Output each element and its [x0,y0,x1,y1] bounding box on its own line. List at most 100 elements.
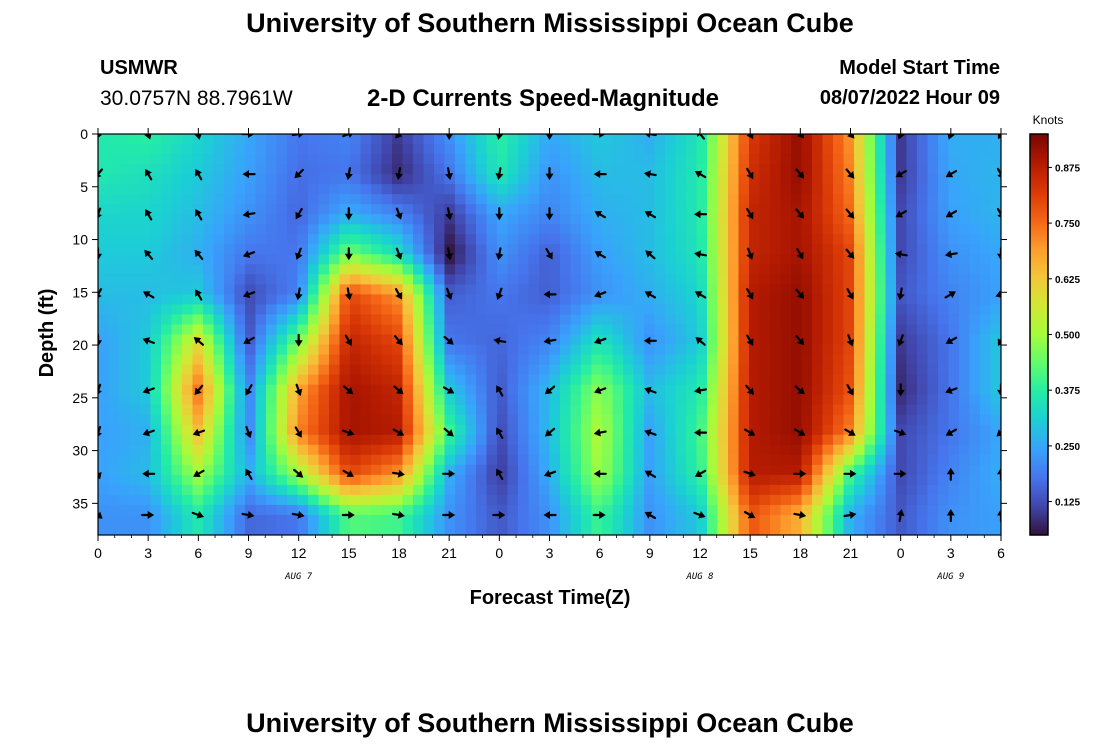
heatmap-cell [654,324,666,336]
colorbar: Knots 0.8750.7500.6250.5000.3750.2500.12… [1029,113,1080,536]
heatmap-cell [392,144,404,155]
heatmap-cell [465,504,477,516]
current-arrow [244,425,253,439]
heatmap-cell [822,374,834,386]
heatmap-cell [927,144,939,155]
heatmap-cell [476,464,488,476]
heatmap-cell [360,194,372,205]
heatmap-cell [843,254,855,265]
heatmap-cell [308,434,320,446]
heatmap-cell [927,334,939,346]
heatmap-cell [654,224,666,235]
heatmap-cell [350,464,362,476]
heatmap-cell [854,284,866,296]
heatmap-cell [707,164,719,175]
heatmap-cell [465,134,477,145]
heatmap-cell [801,474,813,486]
heatmap-cell [507,394,519,406]
heatmap-cell [665,314,677,326]
heatmap-cell [150,404,162,416]
heatmap-cell [917,304,929,316]
heatmap-cell [560,264,572,275]
heatmap-cell [948,224,960,235]
current-arrow [944,250,958,259]
heatmap-cell [182,234,194,245]
heatmap-cell [192,314,204,326]
heatmap-cell [287,154,299,165]
heatmap-cell [213,434,225,446]
heatmap-cell [371,234,383,245]
current-arrow [746,134,754,140]
heatmap-cell [948,454,960,466]
heatmap-cell [486,144,498,155]
heatmap-cell [486,164,498,175]
heatmap-cell [171,344,183,356]
heatmap-cell [675,224,687,235]
heatmap-cell [990,164,1001,175]
heatmap-cell [801,264,813,275]
heatmap-cell [822,314,834,326]
colorbar-ramp [1029,133,1049,536]
heatmap-cell [371,334,383,346]
heatmap-cell [749,504,761,516]
heatmap-cell [297,154,309,165]
heatmap-cell [129,404,141,416]
heatmap-cell [812,274,824,285]
heatmap-cell [476,334,488,346]
heatmap-cell [875,484,887,496]
heatmap-cell [759,314,771,326]
heatmap-cell [129,464,141,476]
heatmap-cell [759,454,771,466]
heatmap-cell [707,404,719,416]
heatmap-cell [990,244,1001,255]
heatmap-cell [927,434,939,446]
heatmap-cell [245,404,257,416]
heatmap-cell [140,314,152,326]
colorbar-tick-label: 0.500 [1055,331,1080,342]
heatmap-cell [245,444,257,456]
heatmap-cell [234,434,246,446]
heatmap-cell [98,434,110,446]
heatmap-cell [150,134,162,145]
current-arrow [746,247,754,260]
heatmap-cell [486,314,498,326]
heatmap-cell [276,364,288,376]
heatmap-cell [171,264,183,275]
heatmap-cell [927,474,939,486]
heatmap-cell [371,284,383,296]
heatmap-cell [843,464,855,476]
heatmap-cell [602,134,614,145]
heatmap-cell [959,344,971,356]
heatmap-cell [927,504,939,516]
heatmap-cell [318,434,330,446]
heatmap-cell [203,184,215,195]
heatmap-cell [329,514,341,526]
heatmap-cell [654,484,666,496]
heatmap-cell [434,404,446,416]
heatmap-cell [486,404,498,416]
heatmap-cell [633,364,645,376]
heatmap-cell [654,364,666,376]
heatmap-cell [759,394,771,406]
heatmap-cell [749,404,761,416]
heatmap-cell [990,324,1001,336]
heatmap-cell [612,514,624,526]
heatmap-cell [570,224,582,235]
heatmap-cell [381,404,393,416]
heatmap-cell [308,394,320,406]
heatmap-cell [507,354,519,366]
heatmap-cell [854,474,866,486]
heatmap-cell [486,244,498,255]
heatmap-cell [287,504,299,516]
heatmap-cell [938,144,950,155]
heatmap-cell [959,264,971,275]
heatmap-cell [759,384,771,396]
heatmap-cell [707,274,719,285]
heatmap-cell [917,404,929,416]
heatmap-cell [812,234,824,245]
heatmap-cell [119,224,131,235]
heatmap-cell [255,424,267,436]
heatmap-cell [833,524,845,535]
heatmap-cell [140,284,152,296]
heatmap-cell [896,434,908,446]
